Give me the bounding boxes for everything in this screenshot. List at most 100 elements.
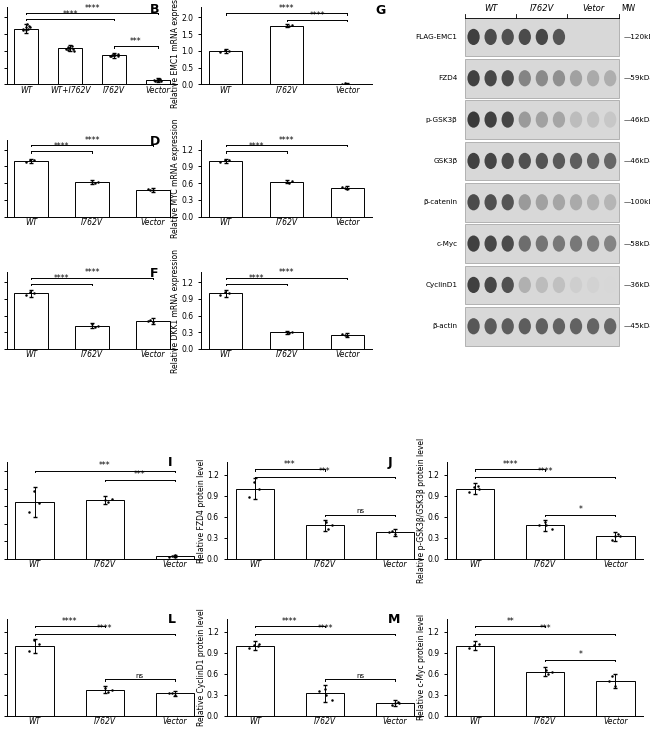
Text: ****: **** — [317, 624, 333, 633]
Ellipse shape — [484, 277, 497, 293]
Text: ***: *** — [284, 460, 296, 469]
Ellipse shape — [604, 277, 616, 293]
Bar — [331, 335, 364, 349]
Text: *: * — [578, 506, 582, 514]
Text: p-GSK3β: p-GSK3β — [426, 117, 458, 123]
Ellipse shape — [519, 318, 531, 334]
Ellipse shape — [587, 153, 599, 169]
Ellipse shape — [570, 70, 582, 86]
Bar — [236, 646, 274, 716]
Bar — [16, 502, 54, 559]
Bar — [86, 500, 124, 559]
Bar — [596, 680, 634, 716]
Ellipse shape — [484, 235, 497, 252]
Text: ****: **** — [84, 269, 99, 277]
Bar — [146, 80, 170, 84]
Text: ***: *** — [99, 461, 110, 470]
Text: *: * — [578, 650, 582, 659]
Text: FLAG-EMC1: FLAG-EMC1 — [416, 34, 458, 40]
Text: ****: **** — [97, 624, 112, 633]
Ellipse shape — [502, 29, 514, 45]
Y-axis label: Relative c-Myc protein level: Relative c-Myc protein level — [417, 614, 426, 720]
Text: —45kDa: —45kDa — [623, 323, 650, 329]
Text: —120kDa: —120kDa — [623, 34, 650, 40]
Ellipse shape — [552, 111, 565, 128]
Ellipse shape — [467, 235, 480, 252]
Text: —58kDa: —58kDa — [623, 241, 650, 246]
Ellipse shape — [552, 235, 565, 252]
Ellipse shape — [467, 29, 480, 45]
Bar — [209, 51, 242, 84]
Ellipse shape — [536, 70, 548, 86]
Bar — [136, 190, 170, 217]
Ellipse shape — [536, 153, 548, 169]
Bar — [58, 48, 82, 84]
Ellipse shape — [552, 153, 565, 169]
Ellipse shape — [467, 111, 480, 128]
Ellipse shape — [519, 277, 531, 293]
Text: CyclinD1: CyclinD1 — [426, 282, 458, 288]
Text: ns: ns — [136, 673, 144, 679]
Ellipse shape — [587, 318, 599, 334]
Ellipse shape — [570, 153, 582, 169]
Y-axis label: Relative FZD4 protein level: Relative FZD4 protein level — [196, 458, 205, 562]
Bar — [596, 537, 634, 559]
Text: **: ** — [506, 616, 514, 626]
Text: —36kDa: —36kDa — [623, 282, 650, 288]
Ellipse shape — [552, 70, 565, 86]
Bar — [209, 161, 242, 217]
Text: ns: ns — [356, 673, 364, 679]
Bar — [306, 525, 345, 559]
Bar — [16, 646, 54, 716]
Ellipse shape — [502, 277, 514, 293]
Bar — [270, 182, 304, 217]
Ellipse shape — [587, 70, 599, 86]
Bar — [526, 672, 564, 716]
Ellipse shape — [502, 111, 514, 128]
Bar — [331, 187, 364, 217]
Ellipse shape — [467, 153, 480, 169]
Text: ***: *** — [540, 624, 551, 633]
Text: I: I — [168, 456, 172, 469]
Bar — [526, 525, 564, 559]
Ellipse shape — [467, 277, 480, 293]
Ellipse shape — [536, 194, 548, 210]
Y-axis label: Relative DKK1 mRNA expression: Relative DKK1 mRNA expression — [171, 249, 180, 373]
Ellipse shape — [502, 318, 514, 334]
Ellipse shape — [519, 235, 531, 252]
Bar — [14, 161, 48, 217]
Ellipse shape — [604, 153, 616, 169]
Bar — [306, 694, 345, 716]
Text: ****: **** — [84, 136, 99, 145]
Text: ****: **** — [62, 616, 77, 626]
Ellipse shape — [519, 70, 531, 86]
Ellipse shape — [570, 277, 582, 293]
Text: ****: **** — [54, 275, 70, 283]
Bar — [376, 532, 414, 559]
Text: β-catenin: β-catenin — [424, 199, 458, 205]
Ellipse shape — [502, 235, 514, 252]
Text: F: F — [150, 267, 158, 280]
Ellipse shape — [552, 277, 565, 293]
Ellipse shape — [552, 194, 565, 210]
Bar — [270, 26, 304, 84]
Text: ****: **** — [502, 460, 518, 469]
Ellipse shape — [467, 70, 480, 86]
Text: Vetor: Vetor — [582, 4, 604, 13]
Text: J: J — [388, 456, 393, 469]
Text: ****: **** — [248, 275, 264, 283]
Bar — [155, 556, 194, 559]
Text: ***: *** — [130, 37, 142, 46]
Ellipse shape — [604, 194, 616, 210]
Bar — [75, 325, 109, 349]
Text: ****: **** — [309, 11, 325, 20]
Ellipse shape — [570, 318, 582, 334]
Ellipse shape — [536, 29, 548, 45]
Ellipse shape — [552, 29, 565, 45]
Text: —46kDa: —46kDa — [623, 158, 650, 164]
Bar — [102, 55, 126, 84]
Bar — [236, 489, 274, 559]
Text: MW: MW — [621, 4, 635, 13]
Text: β-actin: β-actin — [433, 323, 458, 329]
Text: D: D — [150, 135, 160, 148]
